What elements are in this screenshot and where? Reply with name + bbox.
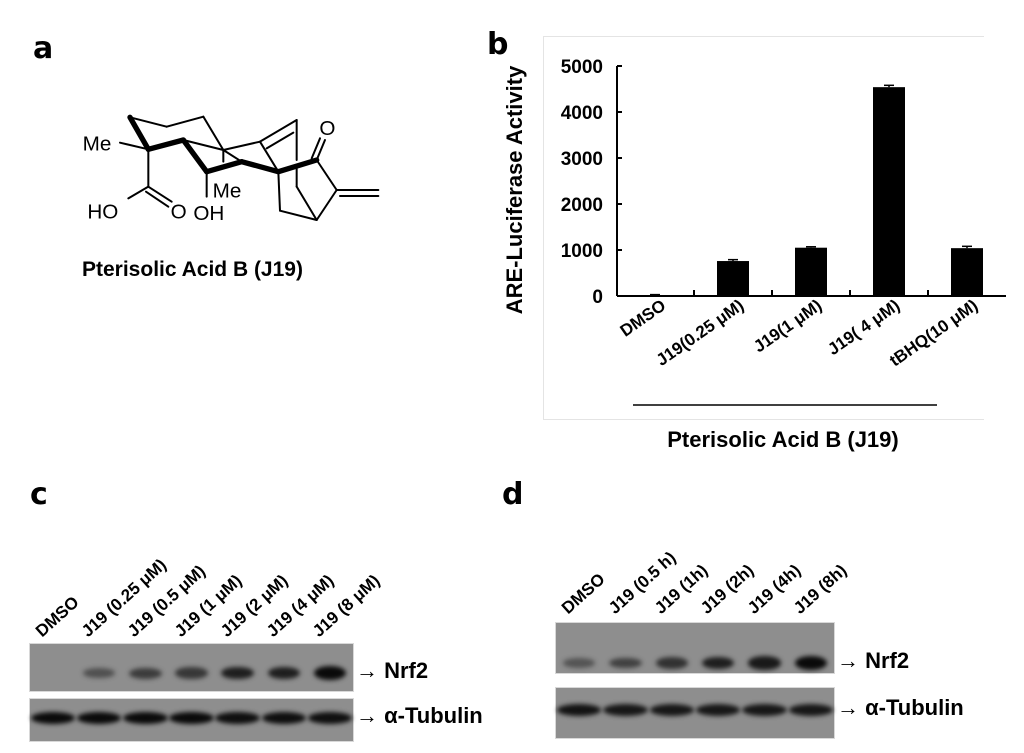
bar-3 (873, 87, 905, 296)
y-tick-label: 3000 (561, 149, 603, 170)
x-tick-label: DMSO (617, 296, 670, 341)
ketone-oxygen-label: O (319, 117, 335, 140)
compound-name: Pterisolic Acid B (J19) (82, 258, 303, 281)
nrf2-band (83, 668, 116, 678)
methyl-label: Me (83, 133, 112, 156)
nrf2-label: → Nrf2 (356, 658, 429, 683)
tubulin-band (556, 704, 602, 716)
panel-label-c: c (30, 477, 48, 512)
x-tick-label: J19(0.25 μM) (653, 296, 748, 370)
nrf2-band (701, 656, 735, 670)
bar-2 (795, 247, 827, 296)
tubulin-blot-strip (555, 687, 835, 739)
y-axis-label: ARE-Luciferase Activity (502, 65, 527, 314)
bar-0 (639, 295, 671, 296)
panel-label-b: b (487, 27, 509, 62)
tubulin-band (649, 704, 695, 716)
x-tick-label: J19( 4 μM) (824, 296, 903, 359)
tubulin-band (695, 704, 741, 716)
y-tick-label: 5000 (561, 57, 603, 78)
nrf2-label: → Nrf2 (837, 648, 910, 673)
nrf2-band (267, 666, 300, 680)
y-tick-label: 4000 (561, 103, 603, 124)
tubulin-band (30, 712, 76, 724)
panel-label-a: a (33, 31, 54, 66)
tubulin-label: → α-Tubulin (356, 703, 483, 728)
carbonyl-oxygen-label: O (171, 200, 187, 223)
tubulin-band (788, 704, 834, 716)
hydroxyl-label-2: OH (193, 202, 224, 225)
nrf2-band (794, 656, 828, 670)
nrf2-band (655, 657, 689, 669)
nrf2-band (562, 658, 596, 668)
tubulin-band (169, 712, 214, 724)
tubulin-label: → α-Tubulin (837, 695, 964, 720)
nrf2-blot-strip (29, 643, 354, 692)
bar-4 (951, 248, 983, 296)
y-tick-label: 0 (592, 287, 603, 308)
nrf2-band (313, 666, 347, 680)
y-tick-label: 2000 (561, 195, 603, 216)
nrf2-band (748, 656, 781, 670)
tubulin-band (742, 704, 787, 716)
tubulin-band (261, 712, 306, 724)
group-label: Pterisolic Acid B (J19) (667, 427, 898, 452)
tubulin-band (307, 712, 353, 724)
x-tick-label: J19(1 μM) (750, 296, 825, 357)
nrf2-band (175, 667, 208, 679)
chemical-structure: Me HO O OH Me O (83, 114, 380, 225)
nrf2-band (129, 667, 162, 679)
x-tick-label: tBHQ(10 μM) (886, 296, 981, 371)
nrf2-band (221, 666, 254, 680)
nrf2-band (609, 657, 642, 669)
panel-label-d: d (502, 477, 524, 512)
tubulin-band (77, 712, 122, 724)
bar-1 (717, 261, 749, 296)
y-tick-label: 1000 (561, 241, 603, 262)
hydroxyl-label: HO (87, 200, 118, 223)
nrf2-blot-strip (555, 622, 835, 674)
tubulin-band (603, 704, 648, 716)
tubulin-band (215, 712, 260, 724)
tubulin-band (123, 712, 168, 724)
methyl-label-2: Me (213, 179, 242, 202)
chart-frame (543, 36, 984, 420)
tubulin-blot-strip (29, 698, 354, 742)
